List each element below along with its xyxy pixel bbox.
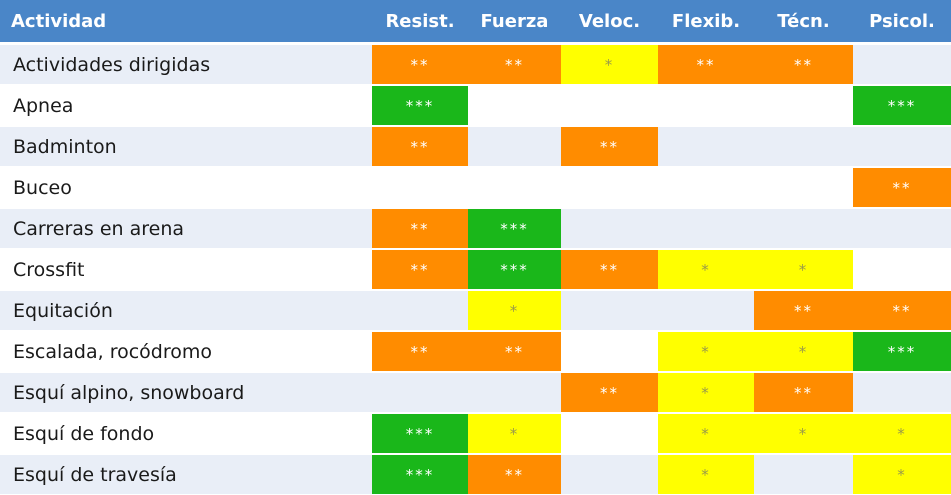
table-row: Crossfit ** *** ** * * xyxy=(0,249,951,291)
rating-cell-resist: ** xyxy=(372,249,468,291)
rating-cell-tecn xyxy=(754,85,853,127)
rating-cell-psicol: ** xyxy=(853,290,951,332)
activity-name-cell: Equitación xyxy=(0,290,372,332)
table-body: Actividades dirigidas ** ** * ** ** Apnea *** **… xyxy=(0,43,951,495)
table-row: Esquí alpino, snowboard ** * ** xyxy=(0,372,951,414)
column-header-veloc: Veloc. xyxy=(561,0,658,45)
rating-cell-tecn xyxy=(754,208,853,250)
rating-cell-fuerza: * xyxy=(468,290,561,332)
rating-cell-psicol xyxy=(853,43,951,86)
rating-cell-veloc: * xyxy=(561,43,658,86)
table-row: Apnea *** *** xyxy=(0,85,951,127)
rating-cell-flexib: * xyxy=(658,249,754,291)
rating-cell-resist xyxy=(372,372,468,414)
activity-name-cell: Buceo xyxy=(0,167,372,209)
rating-cell-resist: ** xyxy=(372,126,468,168)
activity-name-cell: Apnea xyxy=(0,85,372,127)
column-header-flexib: Flexib. xyxy=(658,0,754,45)
rating-cell-flexib xyxy=(658,208,754,250)
rating-cell-tecn: ** xyxy=(754,290,853,332)
table-header-row: Actividad Resist. Fuerza Veloc. Flexib. … xyxy=(0,0,951,45)
rating-cell-psicol: * xyxy=(853,413,951,455)
table-row: Esquí de fondo *** * * * * xyxy=(0,413,951,455)
rating-cell-veloc xyxy=(561,454,658,495)
rating-cell-psicol: ** xyxy=(853,167,951,209)
rating-cell-veloc: ** xyxy=(561,126,658,168)
rating-cell-tecn: ** xyxy=(754,43,853,86)
rating-cell-flexib xyxy=(658,167,754,209)
rating-cell-fuerza: * xyxy=(468,413,561,455)
rating-cell-resist: *** xyxy=(372,454,468,495)
rating-cell-flexib: * xyxy=(658,372,754,414)
table-row: Buceo ** xyxy=(0,167,951,209)
rating-cell-veloc xyxy=(561,290,658,332)
column-header-psicol: Psicol. xyxy=(853,0,951,45)
rating-cell-fuerza: *** xyxy=(468,208,561,250)
rating-cell-resist: *** xyxy=(372,413,468,455)
rating-cell-tecn xyxy=(754,167,853,209)
activity-name-cell: Escalada, rocódromo xyxy=(0,331,372,373)
rating-cell-veloc xyxy=(561,85,658,127)
column-header-fuerza: Fuerza xyxy=(468,0,561,45)
activity-name-cell: Esquí de travesía xyxy=(0,454,372,495)
rating-cell-veloc xyxy=(561,167,658,209)
table-row: Actividades dirigidas ** ** * ** ** xyxy=(0,43,951,86)
rating-cell-fuerza: ** xyxy=(468,331,561,373)
column-header-resist: Resist. xyxy=(372,0,468,45)
rating-cell-fuerza xyxy=(468,85,561,127)
rating-cell-tecn xyxy=(754,126,853,168)
rating-cell-tecn: * xyxy=(754,331,853,373)
rating-cell-psicol: * xyxy=(853,454,951,495)
activity-name-cell: Carreras en arena xyxy=(0,208,372,250)
rating-cell-tecn xyxy=(754,454,853,495)
rating-cell-resist: *** xyxy=(372,85,468,127)
rating-cell-resist xyxy=(372,290,468,332)
rating-cell-veloc: ** xyxy=(561,372,658,414)
rating-cell-psicol xyxy=(853,208,951,250)
rating-cell-tecn: * xyxy=(754,249,853,291)
rating-cell-resist: ** xyxy=(372,43,468,86)
rating-cell-veloc xyxy=(561,413,658,455)
rating-cell-veloc: ** xyxy=(561,249,658,291)
rating-cell-flexib xyxy=(658,126,754,168)
rating-cell-psicol: *** xyxy=(853,85,951,127)
rating-cell-flexib xyxy=(658,290,754,332)
activity-name-cell: Esquí de fondo xyxy=(0,413,372,455)
activity-name-cell: Crossfit xyxy=(0,249,372,291)
rating-cell-resist: ** xyxy=(372,331,468,373)
rating-cell-tecn: ** xyxy=(754,372,853,414)
rating-cell-fuerza xyxy=(468,126,561,168)
rating-cell-psicol xyxy=(853,249,951,291)
activity-name-cell: Actividades dirigidas xyxy=(0,43,372,86)
table-row: Badminton ** ** xyxy=(0,126,951,168)
rating-cell-tecn: * xyxy=(754,413,853,455)
rating-cell-psicol xyxy=(853,372,951,414)
rating-cell-psicol xyxy=(853,126,951,168)
rating-cell-flexib xyxy=(658,85,754,127)
rating-cell-psicol: *** xyxy=(853,331,951,373)
rating-cell-fuerza xyxy=(468,167,561,209)
rating-cell-flexib: ** xyxy=(658,43,754,86)
rating-cell-veloc xyxy=(561,208,658,250)
rating-cell-flexib: * xyxy=(658,454,754,495)
rating-cell-veloc xyxy=(561,331,658,373)
table-row: Equitación * ** ** xyxy=(0,290,951,332)
activity-name-cell: Badminton xyxy=(0,126,372,168)
table-row: Esquí de travesía *** ** * * xyxy=(0,454,951,495)
rating-cell-resist: ** xyxy=(372,208,468,250)
table-row: Carreras en arena ** *** xyxy=(0,208,951,250)
rating-cell-fuerza: ** xyxy=(468,454,561,495)
rating-cell-fuerza xyxy=(468,372,561,414)
column-header-tecn: Técn. xyxy=(754,0,853,45)
rating-cell-flexib: * xyxy=(658,331,754,373)
table-row: Escalada, rocódromo ** ** * * *** xyxy=(0,331,951,373)
activity-name-cell: Esquí alpino, snowboard xyxy=(0,372,372,414)
rating-cell-fuerza: ** xyxy=(468,43,561,86)
rating-cell-resist xyxy=(372,167,468,209)
rating-cell-flexib: * xyxy=(658,413,754,455)
rating-cell-fuerza: *** xyxy=(468,249,561,291)
column-header-actividad: Actividad xyxy=(0,0,372,45)
